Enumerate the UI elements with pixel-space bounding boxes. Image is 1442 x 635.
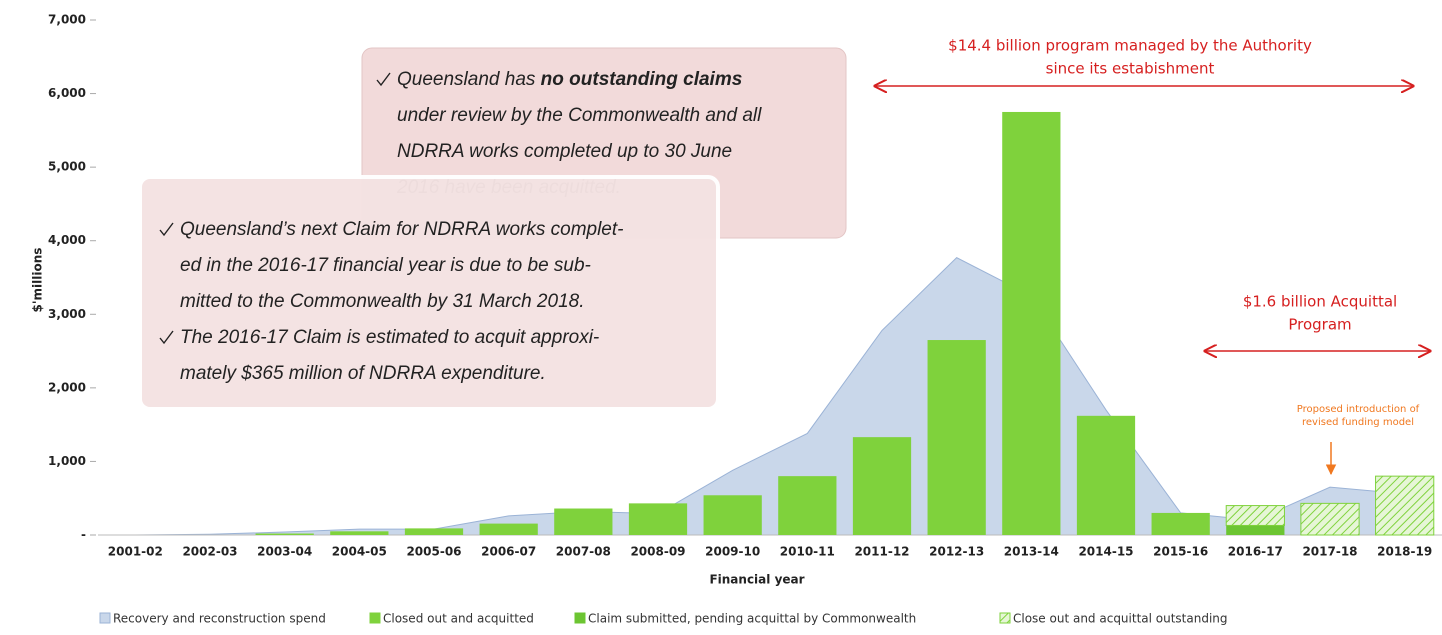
callout-text: under review by the Commonwealth and all bbox=[397, 105, 762, 126]
bar bbox=[1225, 505, 1285, 526]
legend-label: Recovery and reconstruction spend bbox=[113, 612, 326, 626]
checkmark bbox=[376, 72, 391, 87]
x-tick-label: 2005-06 bbox=[406, 545, 461, 559]
callout-box bbox=[138, 175, 720, 411]
callout-segment: under review by the Commonwealth and all bbox=[397, 105, 762, 126]
x-tick-label: 2007-08 bbox=[556, 545, 611, 559]
y-tick-label: 4,000 bbox=[48, 233, 86, 247]
legend-label: Claim submitted, pending acquittal by Co… bbox=[588, 612, 916, 626]
y-tick-label: 7,000 bbox=[48, 13, 86, 27]
x-tick-label: 2018-19 bbox=[1377, 545, 1432, 559]
legend-label: Close out and acquittal outstanding bbox=[1013, 612, 1228, 626]
annotation: $1.6 billion Acquittal bbox=[1243, 293, 1397, 311]
x-tick-label: 2006-07 bbox=[481, 545, 536, 559]
x-tick-label: 2011-12 bbox=[854, 545, 909, 559]
legend-swatch bbox=[999, 612, 1011, 624]
annotation: Program bbox=[1288, 316, 1351, 334]
legend-swatch bbox=[369, 612, 381, 624]
bar bbox=[778, 476, 837, 535]
bar bbox=[330, 531, 389, 535]
callout-text: mitted to the Commonwealth by 31 March 2… bbox=[180, 291, 584, 312]
bar bbox=[255, 533, 314, 535]
callout-text: NDRRA works completed up to 30 June bbox=[397, 141, 732, 162]
callout-text: The 2016-17 Claim is estimated to acquit… bbox=[180, 327, 599, 348]
callout-text: mately $365 million of NDRRA expenditure… bbox=[180, 363, 546, 384]
bar bbox=[628, 503, 688, 535]
checkmark bbox=[159, 222, 174, 237]
annotation: since its estabishment bbox=[1046, 60, 1215, 78]
x-tick-label: 2014-15 bbox=[1078, 545, 1133, 559]
checkmark bbox=[159, 330, 174, 345]
legend-label: Closed out and acquitted bbox=[383, 612, 534, 626]
callout-segment: no outstanding claims bbox=[541, 69, 743, 90]
bar bbox=[1300, 502, 1360, 536]
legend-swatch bbox=[574, 612, 586, 624]
x-tick-label: 2015-16 bbox=[1153, 545, 1208, 559]
y-tick-label: 2,000 bbox=[48, 380, 86, 394]
x-tick-label: 2004-05 bbox=[332, 545, 387, 559]
y-tick-label: 5,000 bbox=[48, 160, 86, 174]
bar bbox=[1226, 525, 1285, 535]
bar bbox=[927, 340, 986, 535]
callout-segment: NDRRA works completed up to 30 June bbox=[397, 141, 732, 162]
x-tick-label: 2010-11 bbox=[780, 545, 835, 559]
x-tick-label: 2017-18 bbox=[1302, 545, 1357, 559]
bar bbox=[1076, 415, 1136, 535]
x-tick-label: 2003-04 bbox=[257, 545, 312, 559]
annotation: revised funding model bbox=[1302, 417, 1414, 428]
x-tick-label: 2013-14 bbox=[1004, 545, 1059, 559]
x-tick-label: 2009-10 bbox=[705, 545, 760, 559]
bar bbox=[1151, 512, 1210, 535]
y-tick-label: 6,000 bbox=[48, 86, 86, 100]
x-tick-label: 2016-17 bbox=[1228, 545, 1283, 559]
bar bbox=[703, 495, 762, 535]
annotation: Proposed introduction of bbox=[1297, 404, 1420, 415]
annotation: $14.4 billion program managed by the Aut… bbox=[948, 37, 1312, 55]
x-tick-label: 2002-03 bbox=[182, 545, 237, 559]
x-tick-label: 2008-09 bbox=[630, 545, 685, 559]
x-tick-label: 2012-13 bbox=[929, 545, 984, 559]
bar bbox=[404, 528, 464, 535]
legend-swatch bbox=[99, 612, 111, 624]
x-axis-label: Financial year bbox=[709, 573, 804, 587]
callout-text: ed in the 2016-17 financial year is due … bbox=[180, 255, 591, 276]
callout-text: Queensland has no outstanding claims bbox=[397, 69, 742, 90]
y-tick-label: 1,000 bbox=[48, 454, 86, 468]
bar bbox=[1375, 475, 1435, 536]
bar bbox=[1002, 111, 1061, 535]
y-tick-label: - bbox=[81, 528, 86, 542]
y-tick-label: 3,000 bbox=[48, 307, 86, 321]
x-tick-label: 2001-02 bbox=[108, 545, 163, 559]
callout-segment: Queensland has bbox=[397, 69, 541, 90]
bar bbox=[554, 508, 613, 535]
callout-text: Queensland’s next Claim for NDRRA works … bbox=[180, 219, 624, 240]
bar bbox=[479, 523, 538, 535]
y-axis-label: $'millions bbox=[31, 248, 45, 313]
bar bbox=[852, 437, 912, 535]
